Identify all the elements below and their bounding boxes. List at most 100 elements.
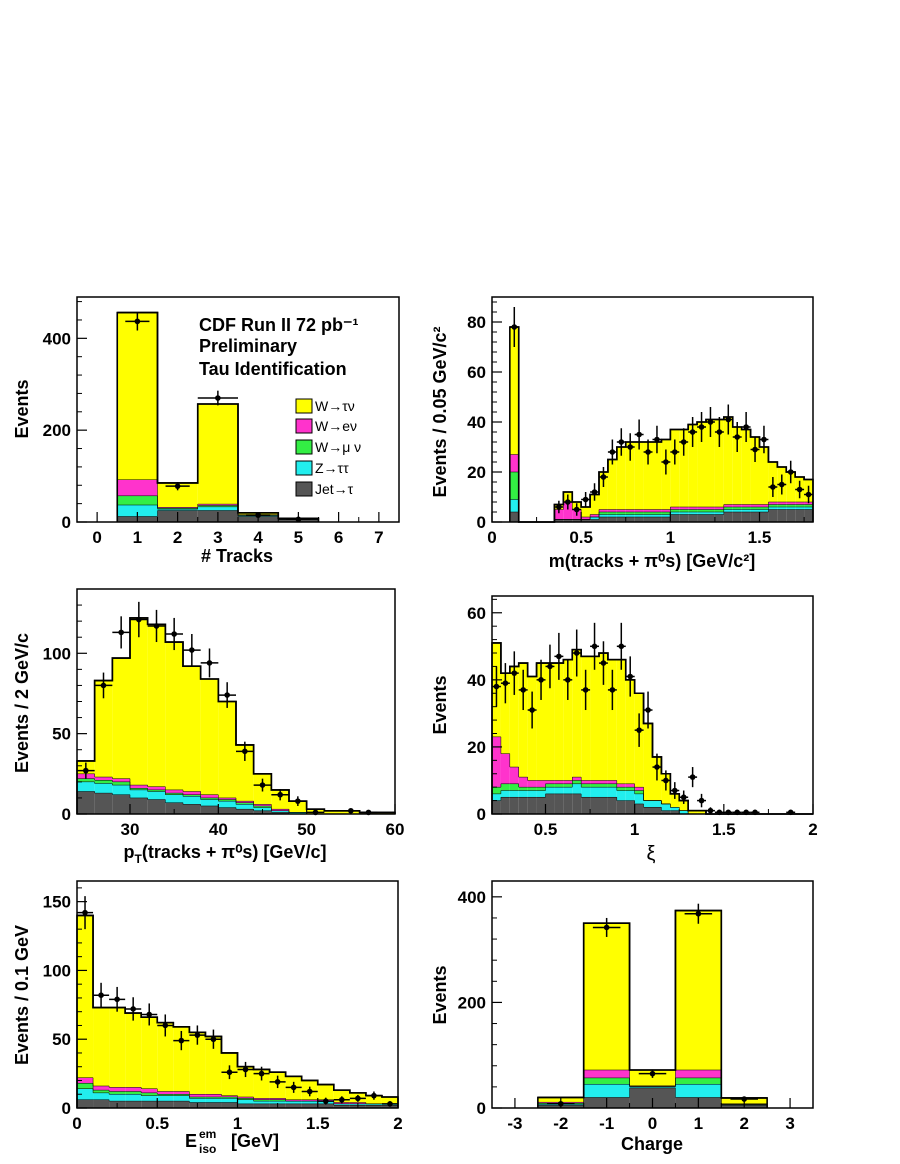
xi-bar-w-tau-nu-1 [500,673,510,754]
xlabel-pt-p: p [124,842,135,862]
eiso-bar-jet-tau-1 [93,1099,110,1108]
pt-bar-w-e-nu-6 [183,791,201,795]
eiso-bar-jet-tau-13 [285,1103,302,1108]
eiso-bar-z-tau-tau-10 [237,1099,254,1104]
ylabel-xi: Events [430,675,450,734]
tracks-ytick-label-1: 200 [43,421,71,440]
mass-bar-z-tau-tau-18 [670,512,680,515]
eiso-bar-jet-tau-18 [365,1105,382,1108]
xlabel-pt-sub: T [135,852,143,866]
xi-bar-w-e-nu-0 [492,736,501,788]
mass-bar-w-mu-nu-27 [750,507,760,510]
eiso-data-point-4 [141,1003,158,1026]
mass-bar-z-tau-tau-14 [634,514,644,517]
eiso-bar-w-e-nu-8 [205,1094,222,1097]
xi-data-point-9 [572,629,582,677]
pt-bar-w-mu-nu-2 [112,781,130,786]
pt-bar-w-tau-nu-6 [183,666,201,792]
legend-swatch-jet-tau [295,481,313,497]
eiso-total-histogram [76,914,399,1108]
eiso-ytick-label-1: 50 [52,1030,71,1049]
eiso-bar-jet-tau-0 [77,1099,94,1108]
pt-bar-z-tau-tau-6 [183,796,201,805]
mass-data-point-29 [804,485,813,504]
eiso-bar-z-tau-tau-8 [205,1098,222,1103]
xi-bar-w-mu-nu-5 [536,787,546,791]
mass-bar-w-tau-nu-0 [509,327,519,455]
ylabel-tracks: Events [12,379,32,438]
mass-bar-w-mu-nu-29 [768,504,778,507]
eiso-bar-w-e-nu-10 [237,1096,254,1099]
xi-bar-z-tau-tau-12 [599,787,608,798]
mass-bar-jet-tau-33 [804,509,813,522]
mass-bar-z-tau-tau-22 [706,512,715,515]
xi-bar-w-tau-nu-2 [509,666,519,768]
tracks-title-block: CDF Run II 72 pb⁻¹ Preliminary Tau Ident… [199,315,359,379]
mass-ytick-label-0: 0 [477,513,486,532]
eiso-data-point-1 [93,982,110,1008]
eiso-bar-w-mu-nu-1 [93,1090,110,1093]
pt-bar-w-e-nu-11 [271,809,289,811]
mass-bar-w-e-nu-25 [732,504,742,507]
xi-xtick-label-2: 1.5 [712,820,736,839]
tracks-bar-w-e-nu-1 [157,507,198,509]
mass-bar-z-tau-tau-33 [804,507,813,510]
eiso-bar-w-tau-nu-8 [205,1036,222,1095]
mass-bar-jet-tau-20 [688,514,698,522]
tracks-data-point-0 [125,312,150,331]
pt-bar-w-tau-nu-14 [324,810,342,814]
eiso-bar-z-tau-tau-9 [221,1098,238,1103]
mass-data-point-21 [732,422,742,452]
mass-data-point-28 [795,480,805,499]
mass-data-point-6 [599,467,608,487]
charge-bar-jet-tau-2 [629,1087,676,1108]
eiso-xtick-label-2: 1 [233,1114,242,1133]
eiso-xtick-label-1: 0.5 [145,1114,169,1133]
eiso-data-point-10 [237,1061,254,1078]
mass-bar-w-e-nu-6 [563,502,573,520]
pt-bar-z-tau-tau-3 [130,789,148,798]
pt-bar-jet-tau-4 [147,799,166,814]
pt-bar-jet-tau-1 [94,793,113,814]
xlabel-xi: ξ [647,843,656,865]
eiso-bar-w-tau-nu-11 [253,1069,270,1099]
mass-bar-w-mu-nu-13 [625,512,635,515]
tracks-bar-w-mu-nu-2 [197,505,238,507]
mass-data-point-10 [634,419,644,450]
eiso-bar-z-tau-tau-6 [173,1095,190,1102]
pt-bar-jet-tau-9 [236,809,254,814]
eiso-bar-w-e-nu-14 [301,1099,318,1102]
xi-bar-z-tau-tau-2 [509,790,519,798]
pt-bar-jet-tau-0 [77,791,95,814]
mass-bar-jet-tau-0 [509,512,519,522]
pt-xtick-label-1: 40 [209,820,228,839]
charge-bar-w-mu-nu-2 [629,1086,676,1087]
mass-frame [491,296,814,523]
eiso-bar-w-tau-nu-0 [77,915,94,1078]
eiso-bar-z-tau-tau-0 [77,1088,94,1100]
mass-bar-z-tau-tau-28 [759,509,769,512]
xi-bar-w-tau-nu-20 [670,793,680,808]
xi-frame [491,595,814,815]
xi-bar-jet-tau-20 [670,810,680,814]
eiso-bar-w-e-nu-4 [141,1088,158,1093]
xi-data-point-20 [670,782,680,799]
xlabel-charge: Charge [621,1134,683,1154]
eiso-bar-w-tau-nu-4 [141,1017,158,1089]
xi-bar-w-e-nu-14 [616,783,626,788]
mass-bar-w-tau-nu-26 [741,429,751,505]
mass-bar-w-mu-nu-24 [723,507,733,510]
eiso-bar-w-e-nu-6 [173,1091,190,1095]
pt-bar-jet-tau-7 [200,805,219,814]
mass-bar-z-tau-tau-12 [616,514,626,517]
xi-xtick-label-0: 0.5 [534,820,558,839]
mass-bar-w-mu-nu-0 [509,472,519,500]
xi-bar-jet-tau-5 [536,797,546,814]
mass-bar-jet-tau-12 [616,517,626,522]
xi-data-point-10 [581,669,591,711]
mass-data-point-4 [581,492,591,507]
mass-bar-jet-tau-26 [741,512,751,522]
pt-bar-w-tau-nu-4 [147,624,166,787]
eiso-bar-w-e-nu-1 [93,1085,110,1091]
pt-bar-z-tau-tau-9 [236,804,254,810]
